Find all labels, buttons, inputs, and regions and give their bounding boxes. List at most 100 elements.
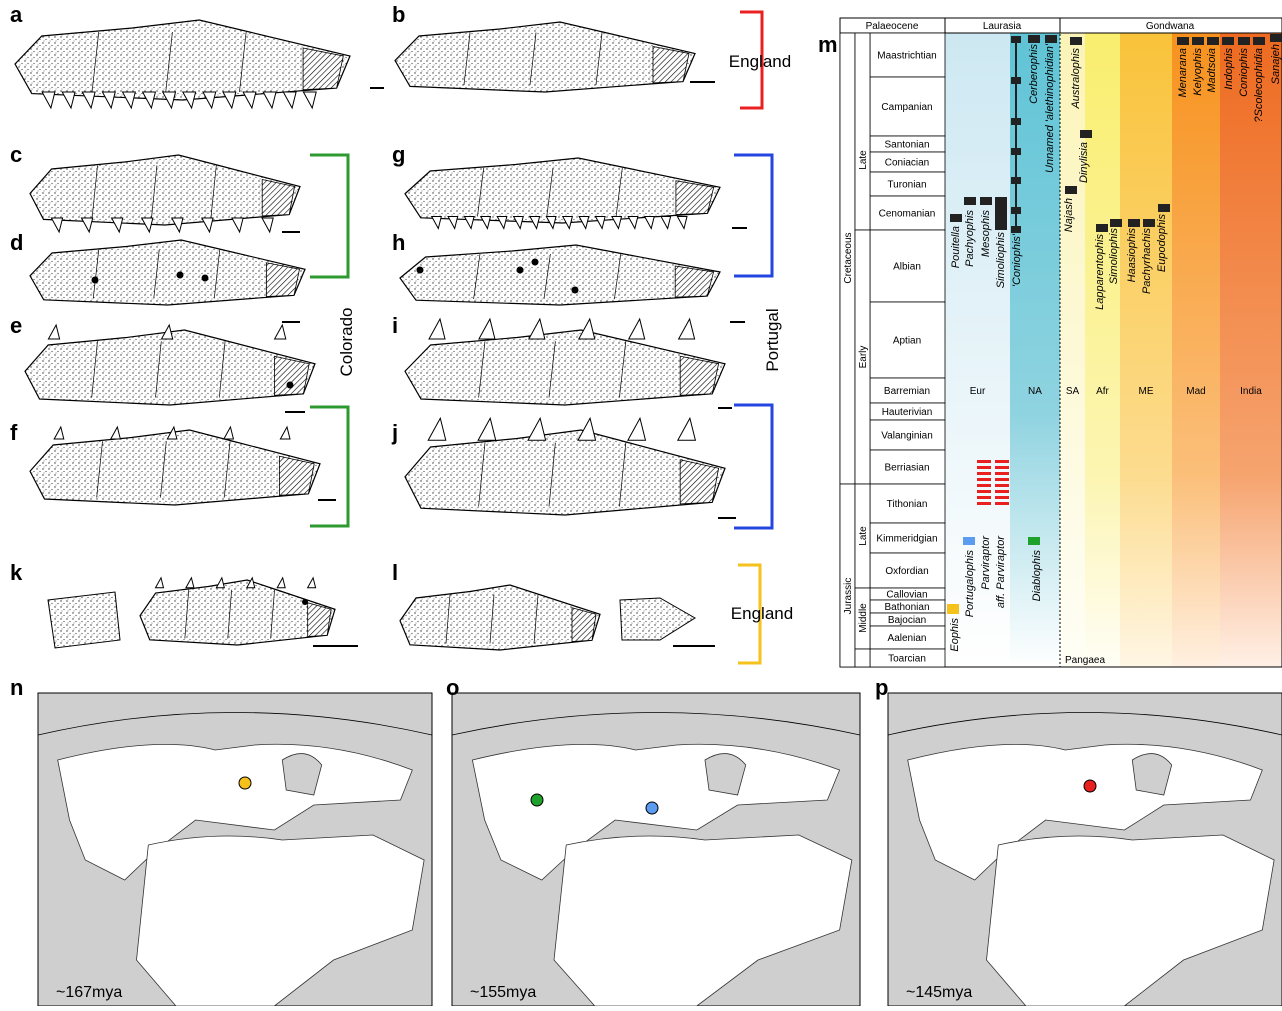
bone: [30, 240, 305, 305]
panel-label: h: [392, 230, 405, 255]
range-bar: [963, 537, 975, 545]
tooth: [263, 92, 276, 108]
stage-label: Toarcian: [888, 654, 926, 665]
taxon-label: Haasiophis: [1126, 228, 1138, 283]
stage-label: Callovian: [886, 590, 927, 601]
map-age: ~155mya: [470, 984, 536, 1001]
bone: [405, 158, 720, 223]
range-bar: [1011, 207, 1021, 214]
range-bar: [995, 496, 1009, 499]
range-bar: [1207, 37, 1219, 45]
taxon-label: Lapparentophis: [1094, 234, 1106, 310]
range-bar: [995, 502, 1009, 505]
panel-label: m: [818, 32, 838, 57]
bone: [48, 592, 120, 648]
tooth: [628, 217, 638, 229]
range-bar: [1065, 186, 1077, 194]
stage-label: Bathonian: [884, 602, 929, 613]
taxon-label: 'Coniophis': [1011, 233, 1023, 287]
foramen: [177, 272, 184, 279]
range-bar: [995, 466, 1009, 469]
range-bar: [1192, 37, 1204, 45]
panel-label: b: [392, 2, 405, 27]
stage-label: Berriasian: [884, 463, 929, 474]
taxon-label: Portugalophis: [964, 550, 976, 618]
taxon-label: Menarana: [1177, 48, 1189, 98]
landmass: [282, 754, 321, 795]
foramen: [202, 275, 209, 282]
tooth: [112, 218, 123, 232]
range-bar: [1045, 35, 1057, 43]
tooth: [203, 92, 216, 108]
group-bracket: [734, 155, 772, 276]
supercontinent-label: Pangaea: [1065, 655, 1105, 666]
taxon-label: Madtsoia: [1206, 48, 1218, 93]
tooth: [143, 92, 156, 108]
taxon-label: Australophis: [1070, 48, 1082, 110]
tooth: [678, 418, 696, 440]
foramen: [92, 277, 99, 284]
tooth: [579, 217, 589, 229]
tooth: [42, 92, 55, 108]
bone: [405, 330, 725, 405]
header-label: Gondwana: [1146, 21, 1195, 32]
tooth: [448, 217, 458, 229]
tooth: [277, 578, 285, 588]
tooth: [202, 218, 213, 232]
range-bar: [950, 214, 962, 222]
taxon-label: Najash: [1063, 198, 1075, 232]
taxon-label: Pachyrhachis: [1141, 228, 1153, 295]
tooth: [51, 218, 62, 232]
foramen: [517, 267, 524, 274]
tooth: [479, 319, 495, 339]
taxon-label: Simoliophis: [995, 232, 1007, 289]
bone: [620, 598, 695, 640]
bone: [405, 430, 725, 515]
range-bar: [1080, 130, 1092, 138]
specimen-drawing: [395, 22, 695, 92]
foramen: [572, 287, 579, 294]
tooth: [679, 319, 695, 339]
stage-label: Oxfordian: [885, 566, 928, 577]
taxon-label: Unnamed 'alethinophidian': [1044, 43, 1056, 173]
range-bar: [1011, 118, 1021, 125]
header-label: Laurasia: [983, 21, 1022, 32]
range-bar: [1238, 37, 1250, 45]
panel-label: k: [10, 560, 23, 585]
tooth: [428, 418, 446, 440]
range-bar: [1222, 37, 1234, 45]
taxon-label: Eophis: [949, 618, 961, 652]
taxon-label: Dinylisia: [1078, 142, 1090, 183]
tooth: [54, 427, 64, 439]
panel-label: d: [10, 230, 23, 255]
tooth: [514, 217, 524, 229]
range-bar: [1253, 37, 1265, 45]
panel-label: p: [875, 675, 888, 700]
tooth: [303, 92, 316, 108]
taxon-label: aff. Parviraptor: [995, 535, 1007, 608]
specimen-drawing: [400, 585, 600, 650]
range-bar: [1011, 148, 1021, 155]
region-label: Eur: [970, 386, 986, 397]
tooth: [223, 92, 236, 108]
tooth: [232, 218, 243, 232]
tooth: [478, 418, 496, 440]
range-bar: [995, 478, 1009, 481]
range-bar: [1028, 35, 1040, 43]
tooth: [645, 217, 655, 229]
specimen-drawing: [25, 325, 315, 405]
bone: [400, 585, 600, 650]
tooth: [596, 217, 606, 229]
stage-label: Valanginian: [881, 431, 933, 442]
stage-label: Hauterivian: [882, 407, 933, 418]
panel-label: o: [446, 675, 459, 700]
specimen-drawing: [140, 578, 335, 645]
stage-label: Turonian: [887, 180, 926, 191]
epoch-label: Early: [858, 346, 869, 369]
region-column: [1120, 33, 1172, 667]
tooth: [186, 578, 194, 588]
landmass: [705, 754, 746, 795]
taxon-label: Coniophis: [1238, 48, 1250, 97]
range-bar: [995, 472, 1009, 475]
group-bracket: [734, 405, 772, 528]
